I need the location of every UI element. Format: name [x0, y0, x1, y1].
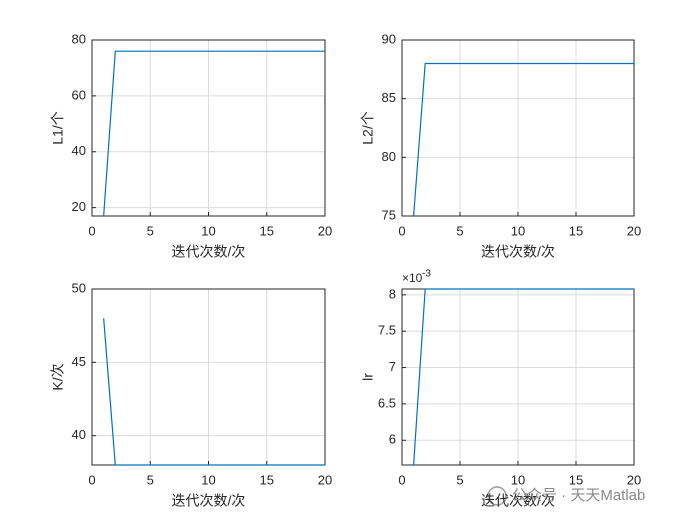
watermark-icon	[487, 486, 507, 506]
y-tick-label: 80	[72, 31, 86, 46]
x-tick-label: 0	[88, 223, 95, 238]
y-tick-label: 6	[389, 432, 396, 447]
watermark: 公众号 · 天天Matlab	[512, 487, 645, 504]
x-tick-label: 20	[627, 472, 641, 487]
y-tick-label: 85	[382, 90, 396, 105]
x-tick-label: 10	[511, 223, 525, 238]
y-tick-label: 80	[382, 149, 396, 164]
y-tick-label: 7.5	[378, 323, 396, 338]
x-axis-label: 迭代次数/次	[481, 244, 555, 260]
x-tick-label: 20	[318, 472, 332, 487]
x-axis-label: 迭代次数/次	[172, 244, 246, 260]
data-line	[413, 62, 634, 217]
x-tick-label: 0	[398, 223, 405, 238]
y-tick-label: 45	[72, 354, 86, 369]
y-exponent-power: -3	[422, 269, 431, 280]
y-axis-label: L1/个	[50, 111, 66, 144]
y-tick-label: 50	[72, 280, 86, 295]
x-tick-label: 15	[569, 472, 583, 487]
data-line	[103, 50, 325, 217]
x-tick-label: 20	[318, 223, 332, 238]
x-tick-label: 0	[88, 472, 95, 487]
x-tick-label: 15	[569, 223, 583, 238]
axes-box	[91, 39, 326, 217]
y-tick-label: 20	[72, 199, 86, 214]
y-axis-label: L2/个	[360, 111, 376, 144]
y-exponent: ×10	[402, 271, 423, 285]
x-tick-label: 5	[456, 223, 463, 238]
x-tick-label: 5	[147, 472, 154, 487]
y-tick-label: 60	[72, 87, 86, 102]
data-line	[103, 318, 325, 466]
x-axis-label: 迭代次数/次	[172, 493, 246, 509]
x-axis-label: 迭代次数/次	[481, 493, 555, 509]
x-tick-label: 5	[456, 472, 463, 487]
y-tick-label: 8	[389, 286, 396, 301]
y-axis-label: lr	[360, 373, 376, 381]
axes-box	[401, 39, 635, 217]
y-axis-label: K/次	[50, 363, 66, 390]
data-line	[413, 288, 634, 466]
x-tick-label: 15	[260, 223, 274, 238]
y-tick-label: 7	[389, 359, 396, 374]
y-tick-label: 40	[72, 427, 86, 442]
x-tick-label: 5	[147, 223, 154, 238]
y-tick-label: 6.5	[378, 395, 396, 410]
x-tick-label: 20	[627, 223, 641, 238]
y-tick-label: 90	[382, 31, 396, 46]
x-tick-label: 10	[511, 472, 525, 487]
y-tick-label: 75	[382, 207, 396, 222]
x-tick-label: 15	[260, 472, 274, 487]
y-tick-label: 40	[72, 143, 86, 158]
x-tick-label: 0	[398, 472, 405, 487]
x-tick-label: 10	[201, 472, 215, 487]
x-tick-label: 10	[201, 223, 215, 238]
